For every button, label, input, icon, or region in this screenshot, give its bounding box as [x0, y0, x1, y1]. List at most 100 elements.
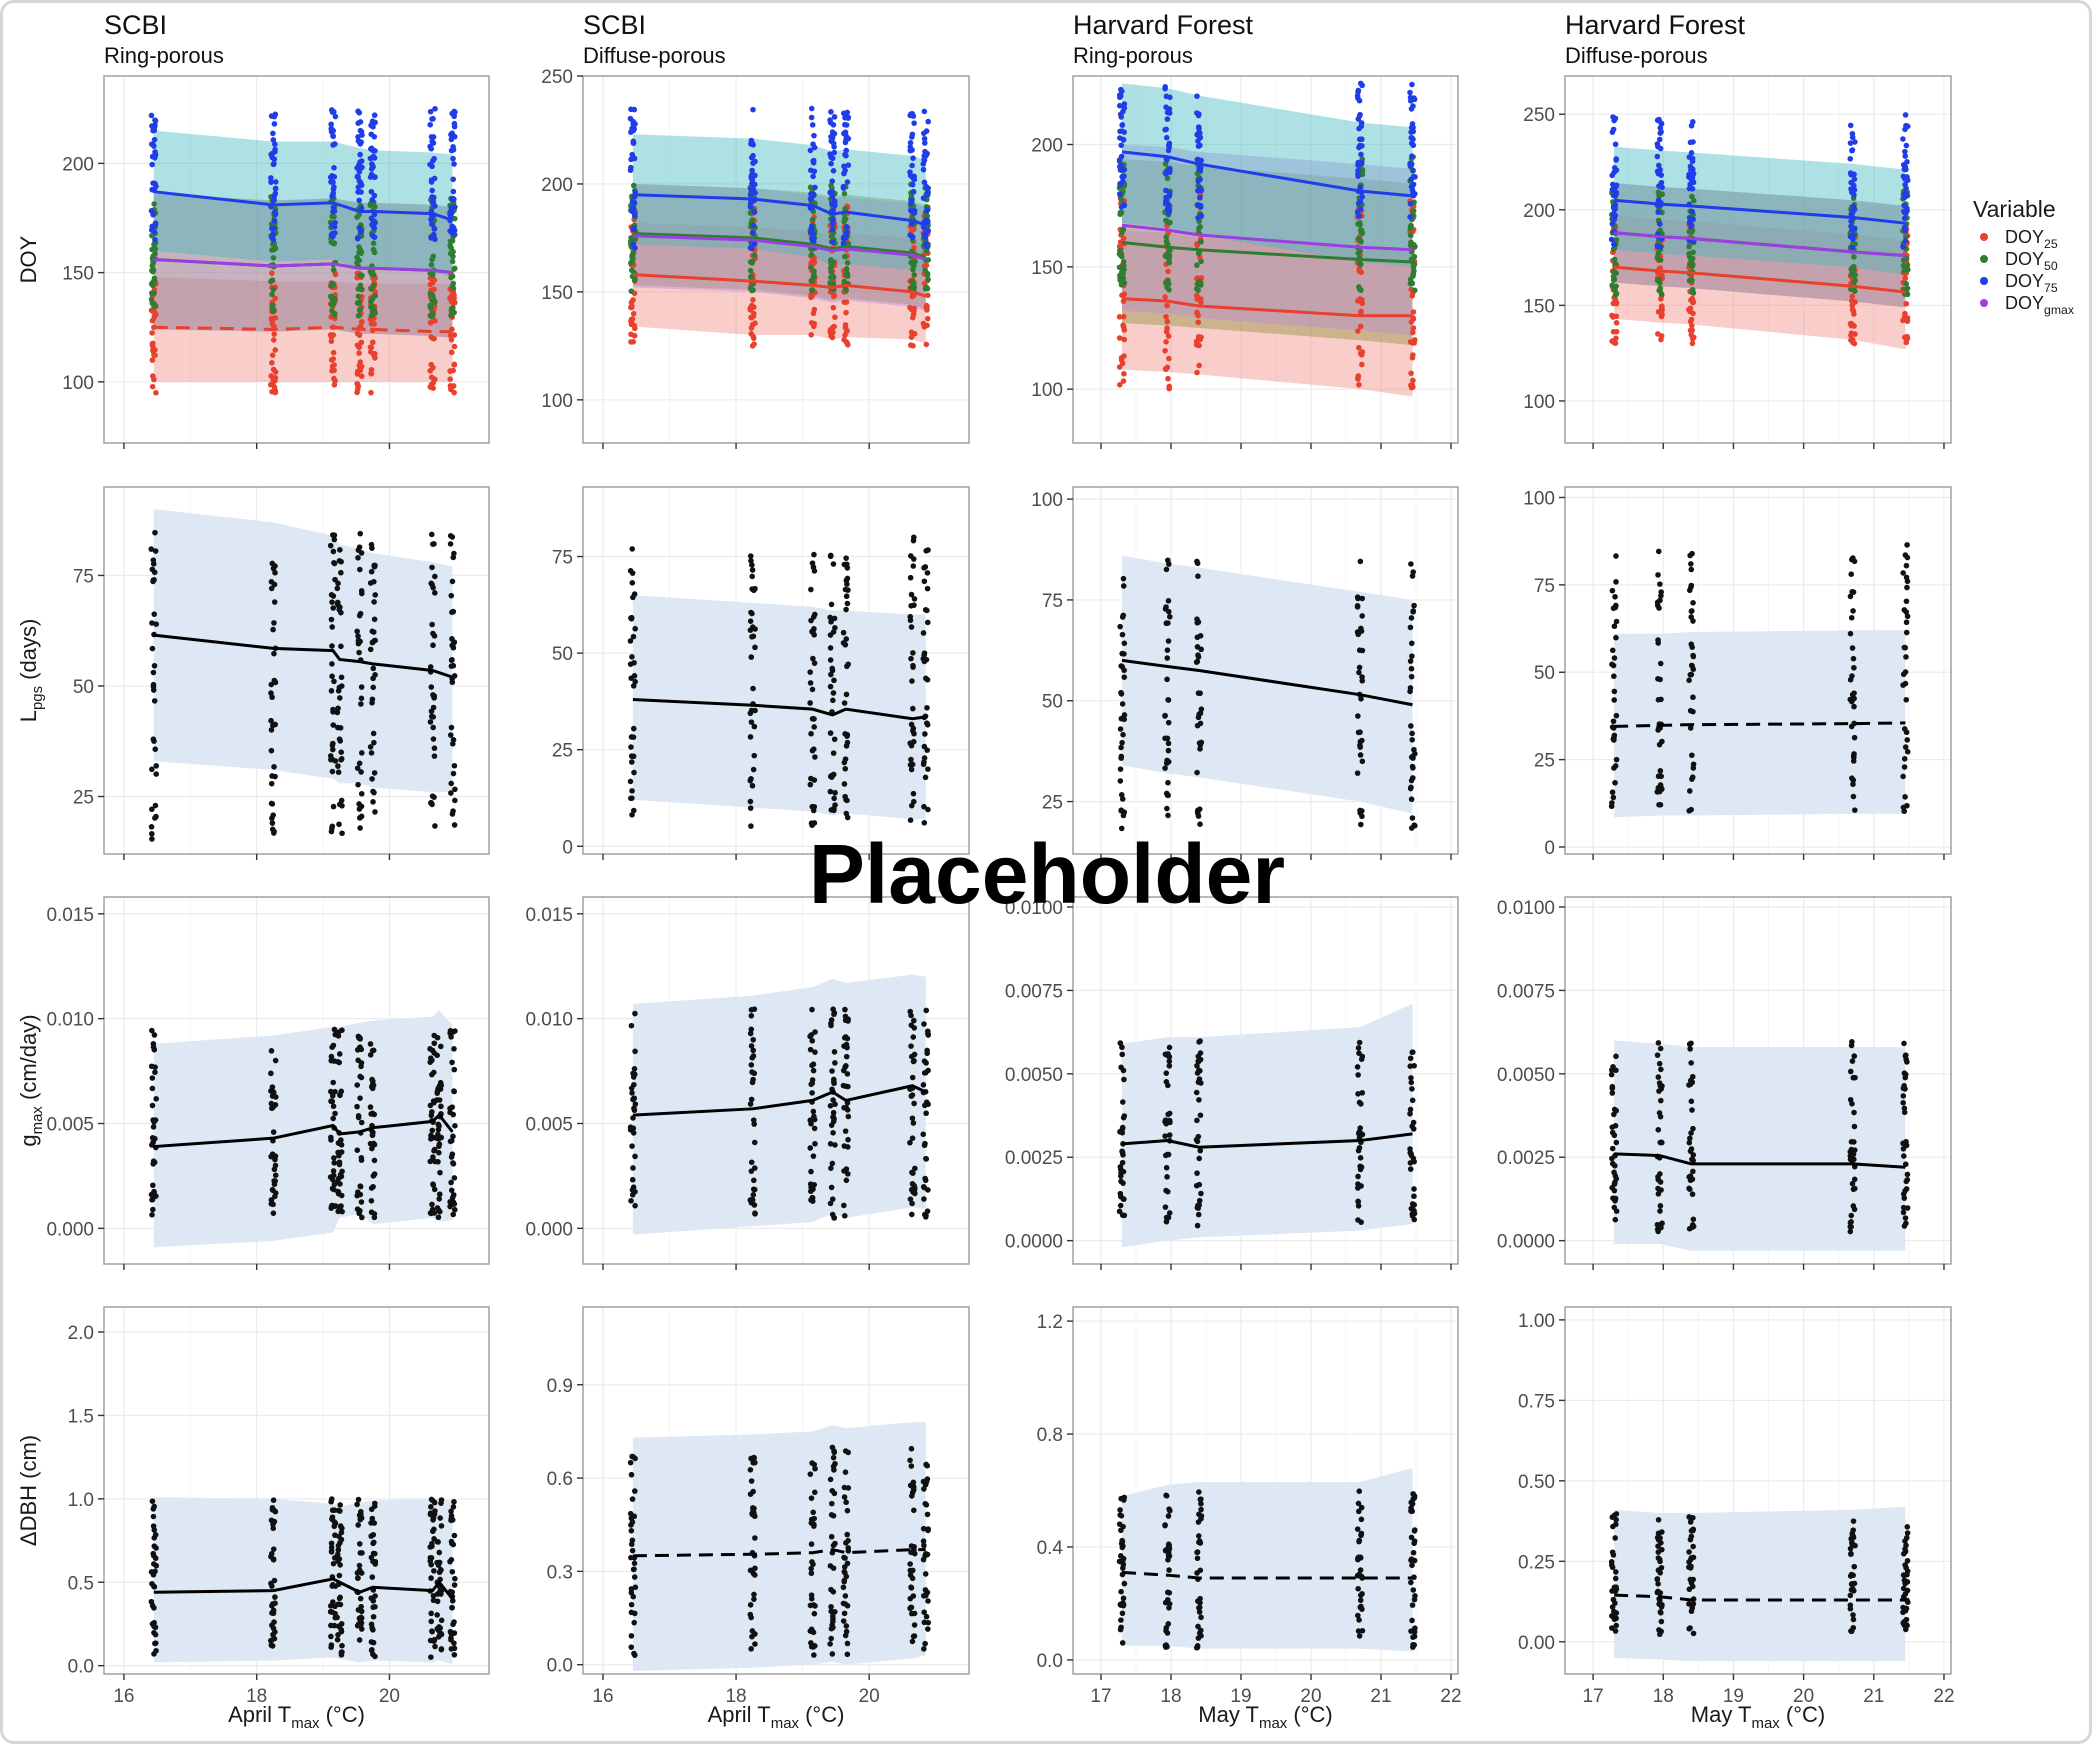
point-doy25 — [830, 293, 837, 300]
data-point — [1612, 1195, 1619, 1202]
point-doy75 — [1613, 167, 1620, 173]
data-point — [151, 1543, 158, 1549]
data-point — [752, 707, 758, 714]
data-point — [356, 1541, 363, 1547]
data-point — [367, 646, 374, 653]
point-doy75 — [829, 129, 836, 135]
point-doy75 — [149, 186, 155, 193]
data-point — [338, 1649, 345, 1656]
point-doy25 — [1410, 309, 1417, 315]
data-point — [331, 536, 338, 543]
point-doy25 — [1848, 320, 1854, 327]
point-doy75 — [1903, 185, 1909, 192]
data-point — [1901, 755, 1908, 762]
data-point — [272, 1594, 278, 1600]
data-point — [427, 1059, 434, 1065]
data-point — [631, 1574, 638, 1580]
point-doy75 — [631, 125, 637, 132]
point-doy25 — [924, 322, 930, 329]
point-doy75 — [749, 180, 755, 186]
mean-line-doy25 — [1614, 265, 1906, 294]
data-point — [747, 1030, 754, 1037]
data-point — [151, 698, 158, 704]
data-point — [338, 1149, 345, 1155]
point-doy75 — [631, 106, 638, 113]
data-point — [1194, 1222, 1201, 1229]
point-doy50 — [269, 291, 275, 298]
data-point — [268, 1048, 275, 1054]
data-point — [430, 1069, 437, 1076]
data-point — [1195, 810, 1201, 817]
data-point — [270, 1521, 276, 1528]
data-point — [335, 1188, 342, 1195]
y-tick-label: 75 — [1042, 591, 1063, 612]
point-doy75 — [1902, 148, 1908, 155]
data-point — [268, 1200, 275, 1206]
point-doy25 — [1194, 369, 1200, 376]
data-point — [357, 530, 364, 537]
confidence-ribbon — [153, 1010, 453, 1248]
data-point — [436, 1097, 443, 1103]
point-doy50 — [1359, 167, 1366, 173]
data-point — [751, 1006, 758, 1012]
point-doy75 — [1412, 174, 1418, 180]
point-doy75 — [1356, 97, 1363, 104]
data-point — [1408, 825, 1415, 831]
data-point — [369, 1647, 375, 1653]
panel-background — [1565, 76, 1951, 443]
data-point — [1165, 1082, 1171, 1089]
data-point — [269, 1504, 276, 1511]
point-doy25 — [270, 337, 277, 343]
point-doy25 — [1850, 308, 1857, 314]
data-point — [844, 575, 851, 582]
data-point — [356, 1562, 363, 1569]
data-point — [372, 1603, 378, 1610]
data-point — [431, 541, 437, 547]
data-point — [750, 1192, 757, 1198]
data-point — [354, 765, 361, 771]
data-point — [149, 645, 156, 652]
data-point — [435, 1159, 441, 1165]
point-doy25 — [1165, 375, 1171, 382]
point-doy25 — [367, 344, 374, 350]
x-axis-label-base: April T — [228, 1702, 291, 1727]
data-point — [331, 678, 337, 685]
y-axis-label: gmax (cm/day) — [16, 1014, 46, 1146]
point-doy25 — [330, 349, 337, 356]
point-doy25 — [427, 367, 434, 374]
data-point — [909, 1200, 915, 1207]
point-doy75 — [357, 229, 364, 235]
point-doy75 — [920, 195, 927, 201]
data-point — [1852, 807, 1858, 813]
point-doy75 — [1116, 191, 1123, 197]
mean-line-gmax — [1121, 223, 1413, 252]
data-point — [1903, 696, 1910, 703]
y-tick-label: 200 — [1523, 201, 1555, 222]
y-tick-label: 0.010 — [46, 1010, 94, 1031]
point-doy75 — [272, 179, 279, 185]
data-point — [908, 603, 914, 609]
data-point — [747, 627, 754, 633]
mean-line-gmax — [1614, 231, 1906, 258]
data-point — [628, 1541, 635, 1548]
point-doy75 — [924, 206, 930, 213]
data-point — [1409, 1097, 1416, 1104]
point-doy50 — [269, 277, 276, 284]
data-point — [1196, 1097, 1202, 1103]
data-point — [1655, 548, 1662, 555]
point-doy25 — [908, 329, 915, 335]
point-doy75 — [428, 221, 435, 227]
data-point — [1656, 605, 1662, 611]
point-doy75 — [328, 121, 334, 128]
data-point — [844, 600, 851, 607]
data-point — [1359, 758, 1366, 765]
data-point — [449, 741, 456, 747]
data-point — [1162, 735, 1168, 742]
point-doy75 — [149, 161, 155, 168]
data-point — [828, 1017, 835, 1023]
point-doy75 — [371, 133, 378, 140]
data-point — [925, 1067, 931, 1074]
point-doy25 — [1164, 302, 1170, 309]
point-doy25 — [332, 271, 339, 278]
data-point — [152, 1631, 159, 1638]
